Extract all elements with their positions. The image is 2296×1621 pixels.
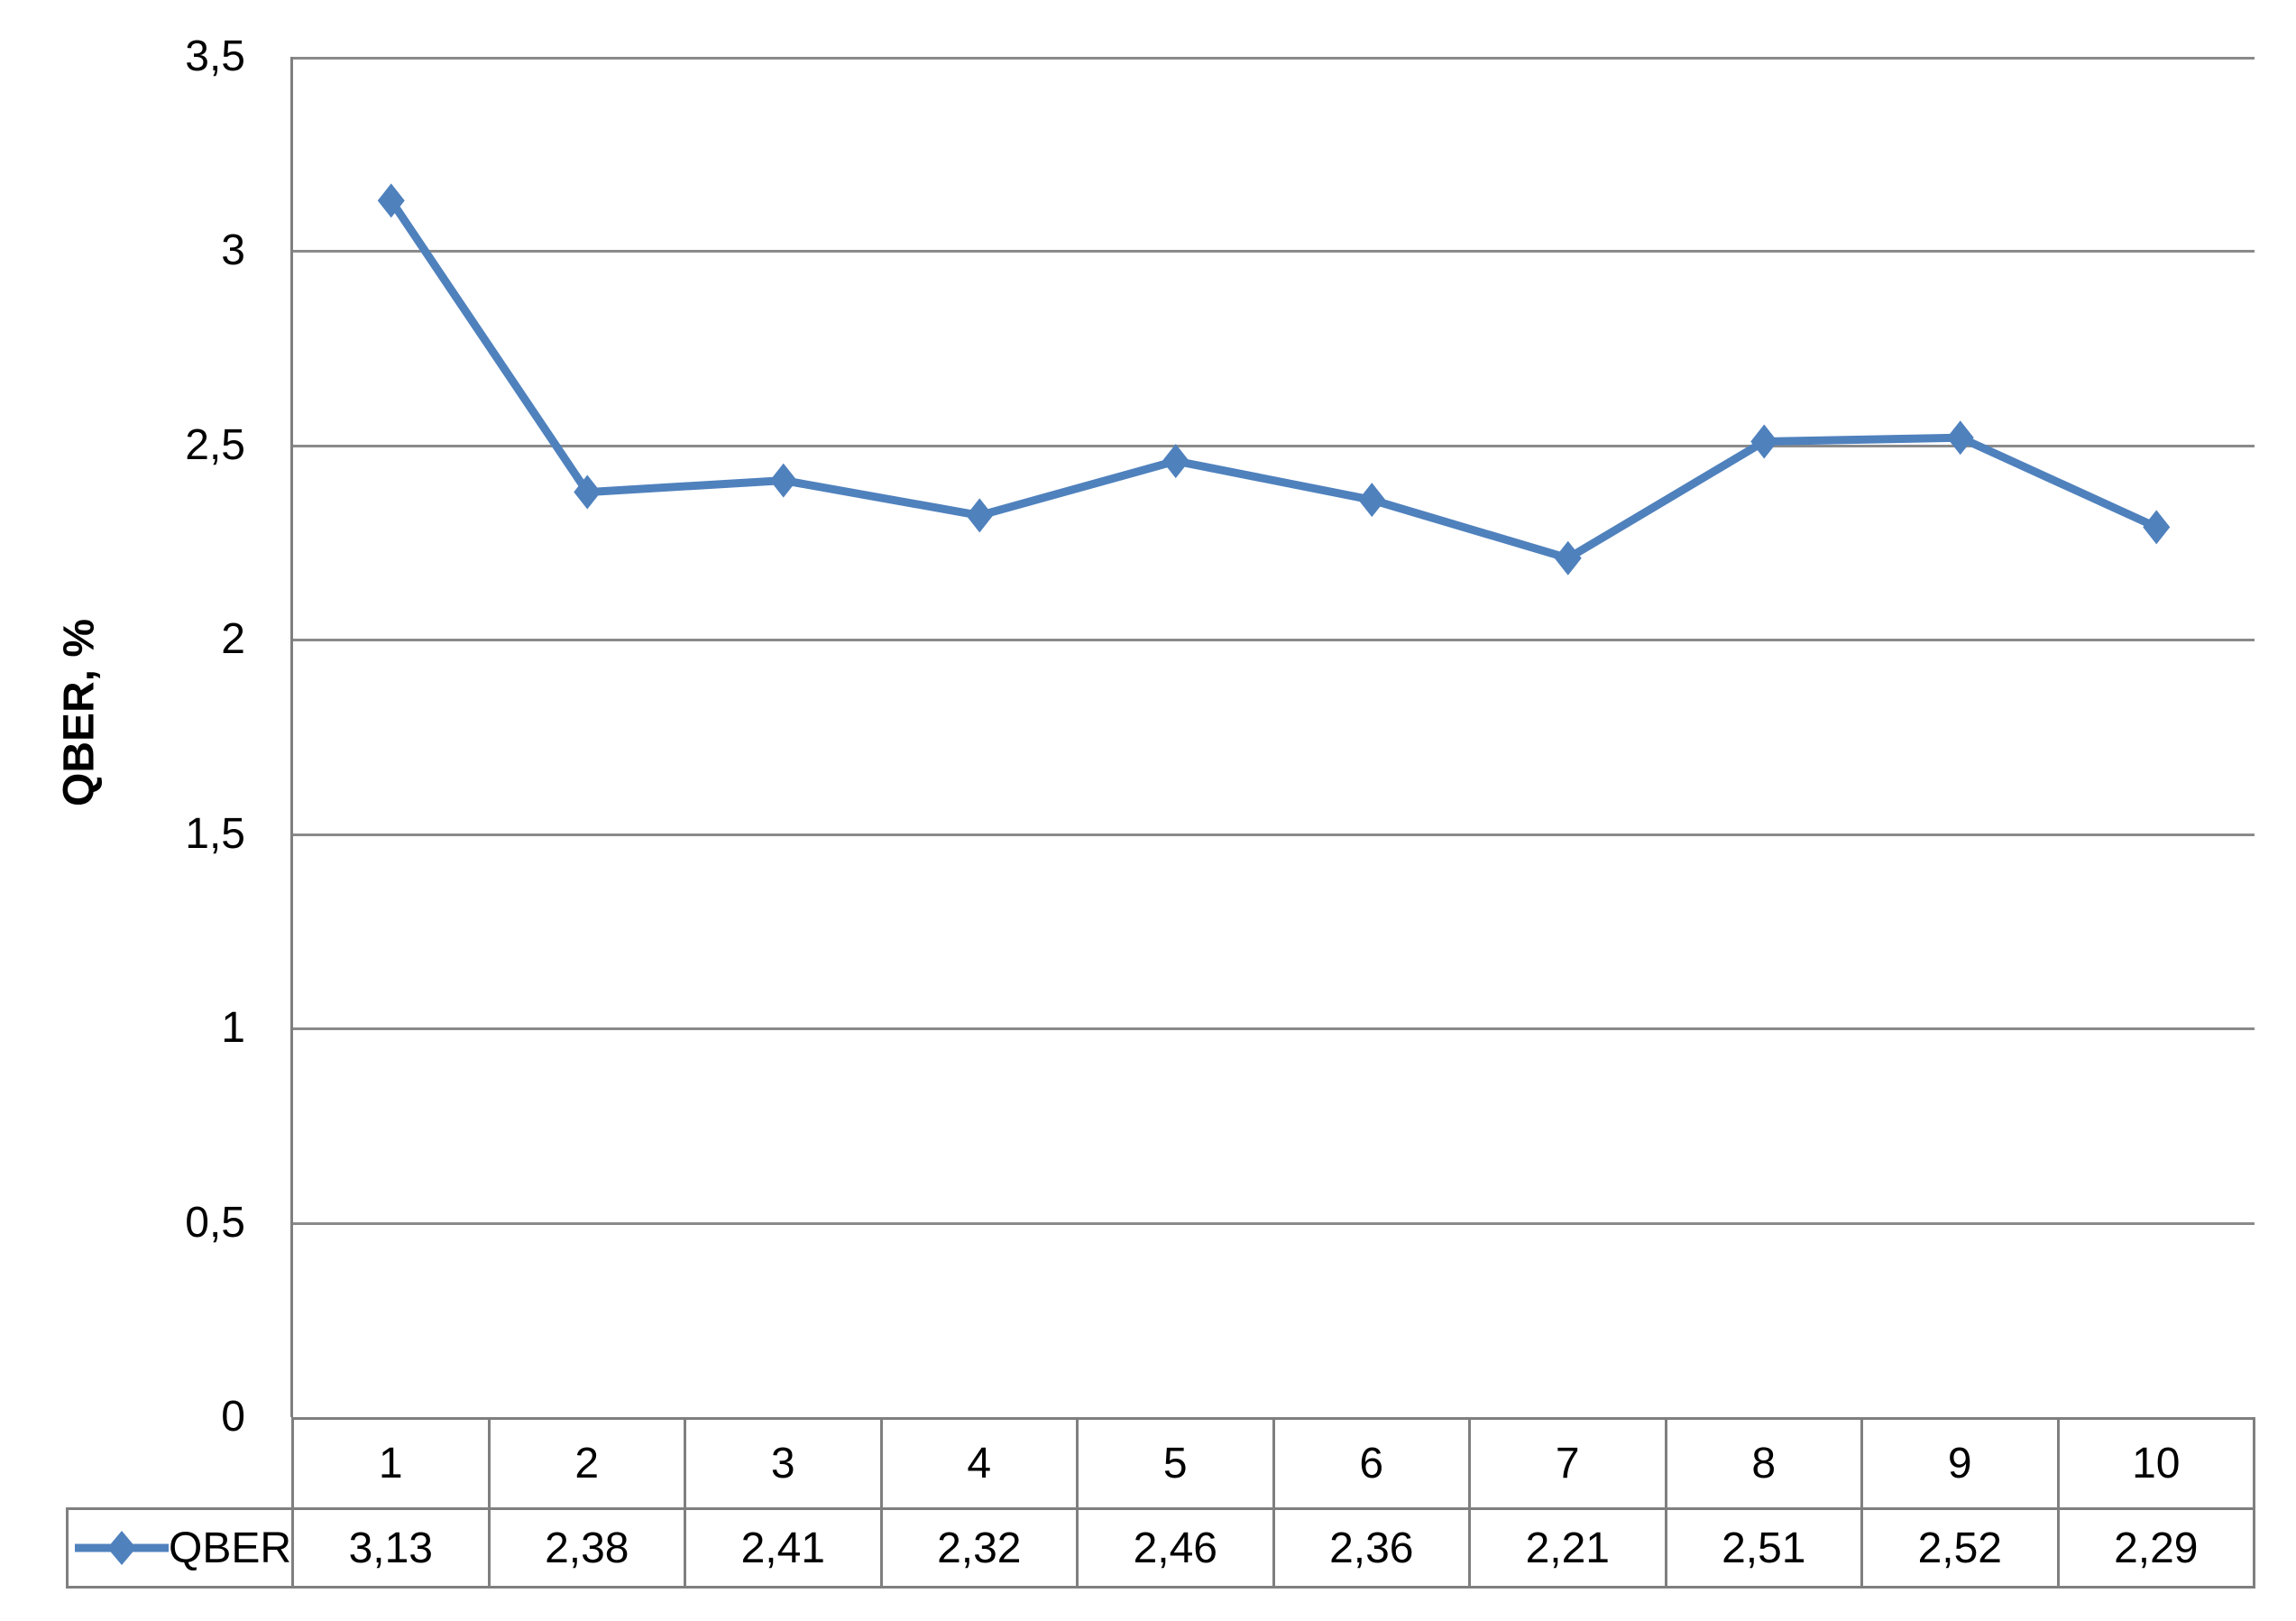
data-point-marker [1358, 483, 1386, 518]
value-cell: 2,21 [1468, 1507, 1667, 1589]
category-cell: 6 [1272, 1417, 1472, 1510]
category-cell: 2 [487, 1417, 687, 1510]
legend-marker-icon [75, 1531, 169, 1565]
gridline [293, 834, 2255, 836]
gridline [293, 57, 2255, 60]
category-cell: 1 [291, 1417, 491, 1510]
value-cell: 2,41 [684, 1507, 883, 1589]
value-cell: 2,38 [487, 1507, 687, 1589]
data-point-marker [574, 474, 602, 510]
series-line [388, 198, 2159, 563]
gridline [293, 1027, 2255, 1030]
gridline [293, 639, 2255, 641]
y-axis-tick-label: 2,5 [185, 420, 245, 469]
value-cell: 3,13 [291, 1507, 491, 1589]
data-table: 1 2 3 4 5 6 7 8 9 10 QBER 3,13 2,38 2,41 2,32 2,46 2,36 2… [65, 1417, 2256, 1589]
data-table-grid: 1 2 3 4 5 6 7 8 9 10 QBER 3,13 2,38 2,41 2,32 2,46 2,36 2… [65, 1417, 2256, 1589]
category-row: 1 2 3 4 5 6 7 8 9 10 [67, 1417, 2256, 1510]
category-cell: 4 [879, 1417, 1079, 1510]
data-point-marker [1946, 420, 1974, 456]
y-axis-tick-label: 2 [221, 615, 245, 664]
y-axis-tick-label: 0,5 [185, 1198, 245, 1247]
data-point-marker [1554, 540, 1582, 576]
category-cell: 10 [2056, 1417, 2256, 1510]
category-cell: 7 [1468, 1417, 1667, 1510]
category-cell: 5 [1076, 1417, 1275, 1510]
value-cell: 2,52 [1860, 1507, 2060, 1589]
legend-series-label: QBER [169, 1524, 292, 1572]
y-axis-tick-label: 1,5 [185, 809, 245, 858]
data-point-marker [2143, 510, 2171, 545]
line-series-svg [377, 183, 2171, 576]
gridline [293, 445, 2255, 447]
y-axis-tick-label: 3 [221, 226, 245, 275]
y-axis-tick-label: 1 [221, 1004, 245, 1053]
gridline [293, 250, 2255, 253]
data-point-marker [966, 498, 994, 533]
legend-key: QBER [70, 1524, 292, 1573]
category-cell: 9 [1860, 1417, 2060, 1510]
data-point-marker [377, 183, 405, 218]
value-cell: 2,36 [1272, 1507, 1472, 1589]
gridline [293, 1222, 2255, 1225]
value-cell: 2,46 [1076, 1507, 1275, 1589]
category-cell: 8 [1664, 1417, 1864, 1510]
category-cell: 3 [684, 1417, 883, 1510]
data-point-marker [769, 463, 797, 498]
value-cell: 2,32 [879, 1507, 1079, 1589]
data-point-marker [1750, 424, 1778, 459]
value-cell: 2,51 [1664, 1507, 1864, 1589]
series-value-row: QBER 3,13 2,38 2,41 2,32 2,46 2,36 2,21 2,51 2,52… [65, 1507, 2256, 1589]
legend-cell: QBER [65, 1507, 295, 1589]
data-point-marker [1162, 444, 1189, 479]
value-cell: 2,29 [2056, 1507, 2256, 1589]
axis-corner-spacer [67, 1418, 295, 1510]
plot-area [290, 57, 2255, 1417]
y-axis-tick-label: 3,5 [185, 32, 245, 80]
